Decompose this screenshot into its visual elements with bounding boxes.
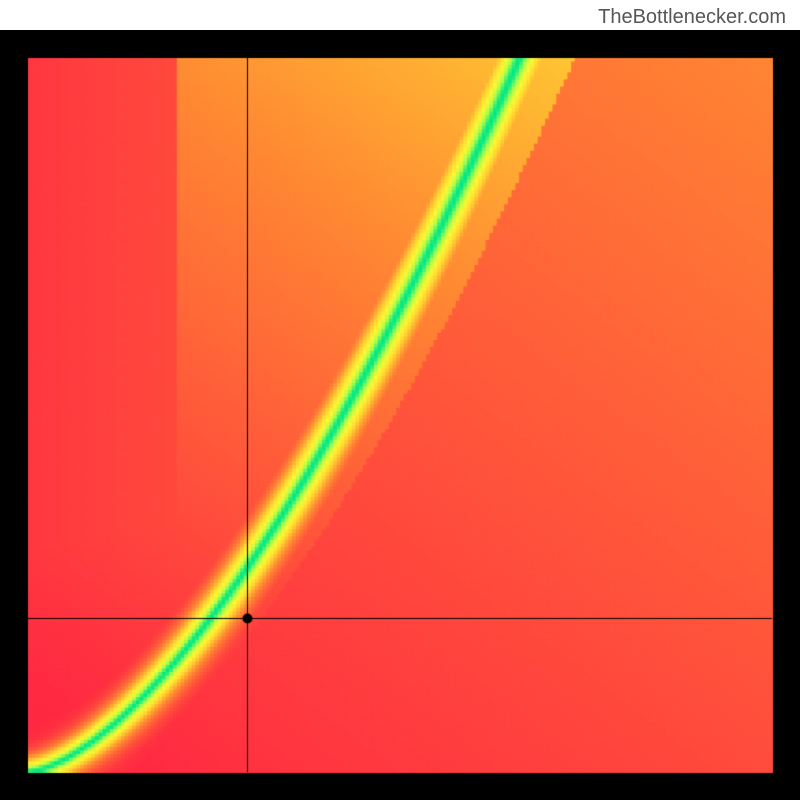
- heatmap-canvas: [0, 30, 800, 800]
- chart-container: TheBottlenecker.com: [0, 0, 800, 800]
- watermark-text: TheBottlenecker.com: [598, 6, 786, 29]
- heatmap-chart: [0, 30, 800, 800]
